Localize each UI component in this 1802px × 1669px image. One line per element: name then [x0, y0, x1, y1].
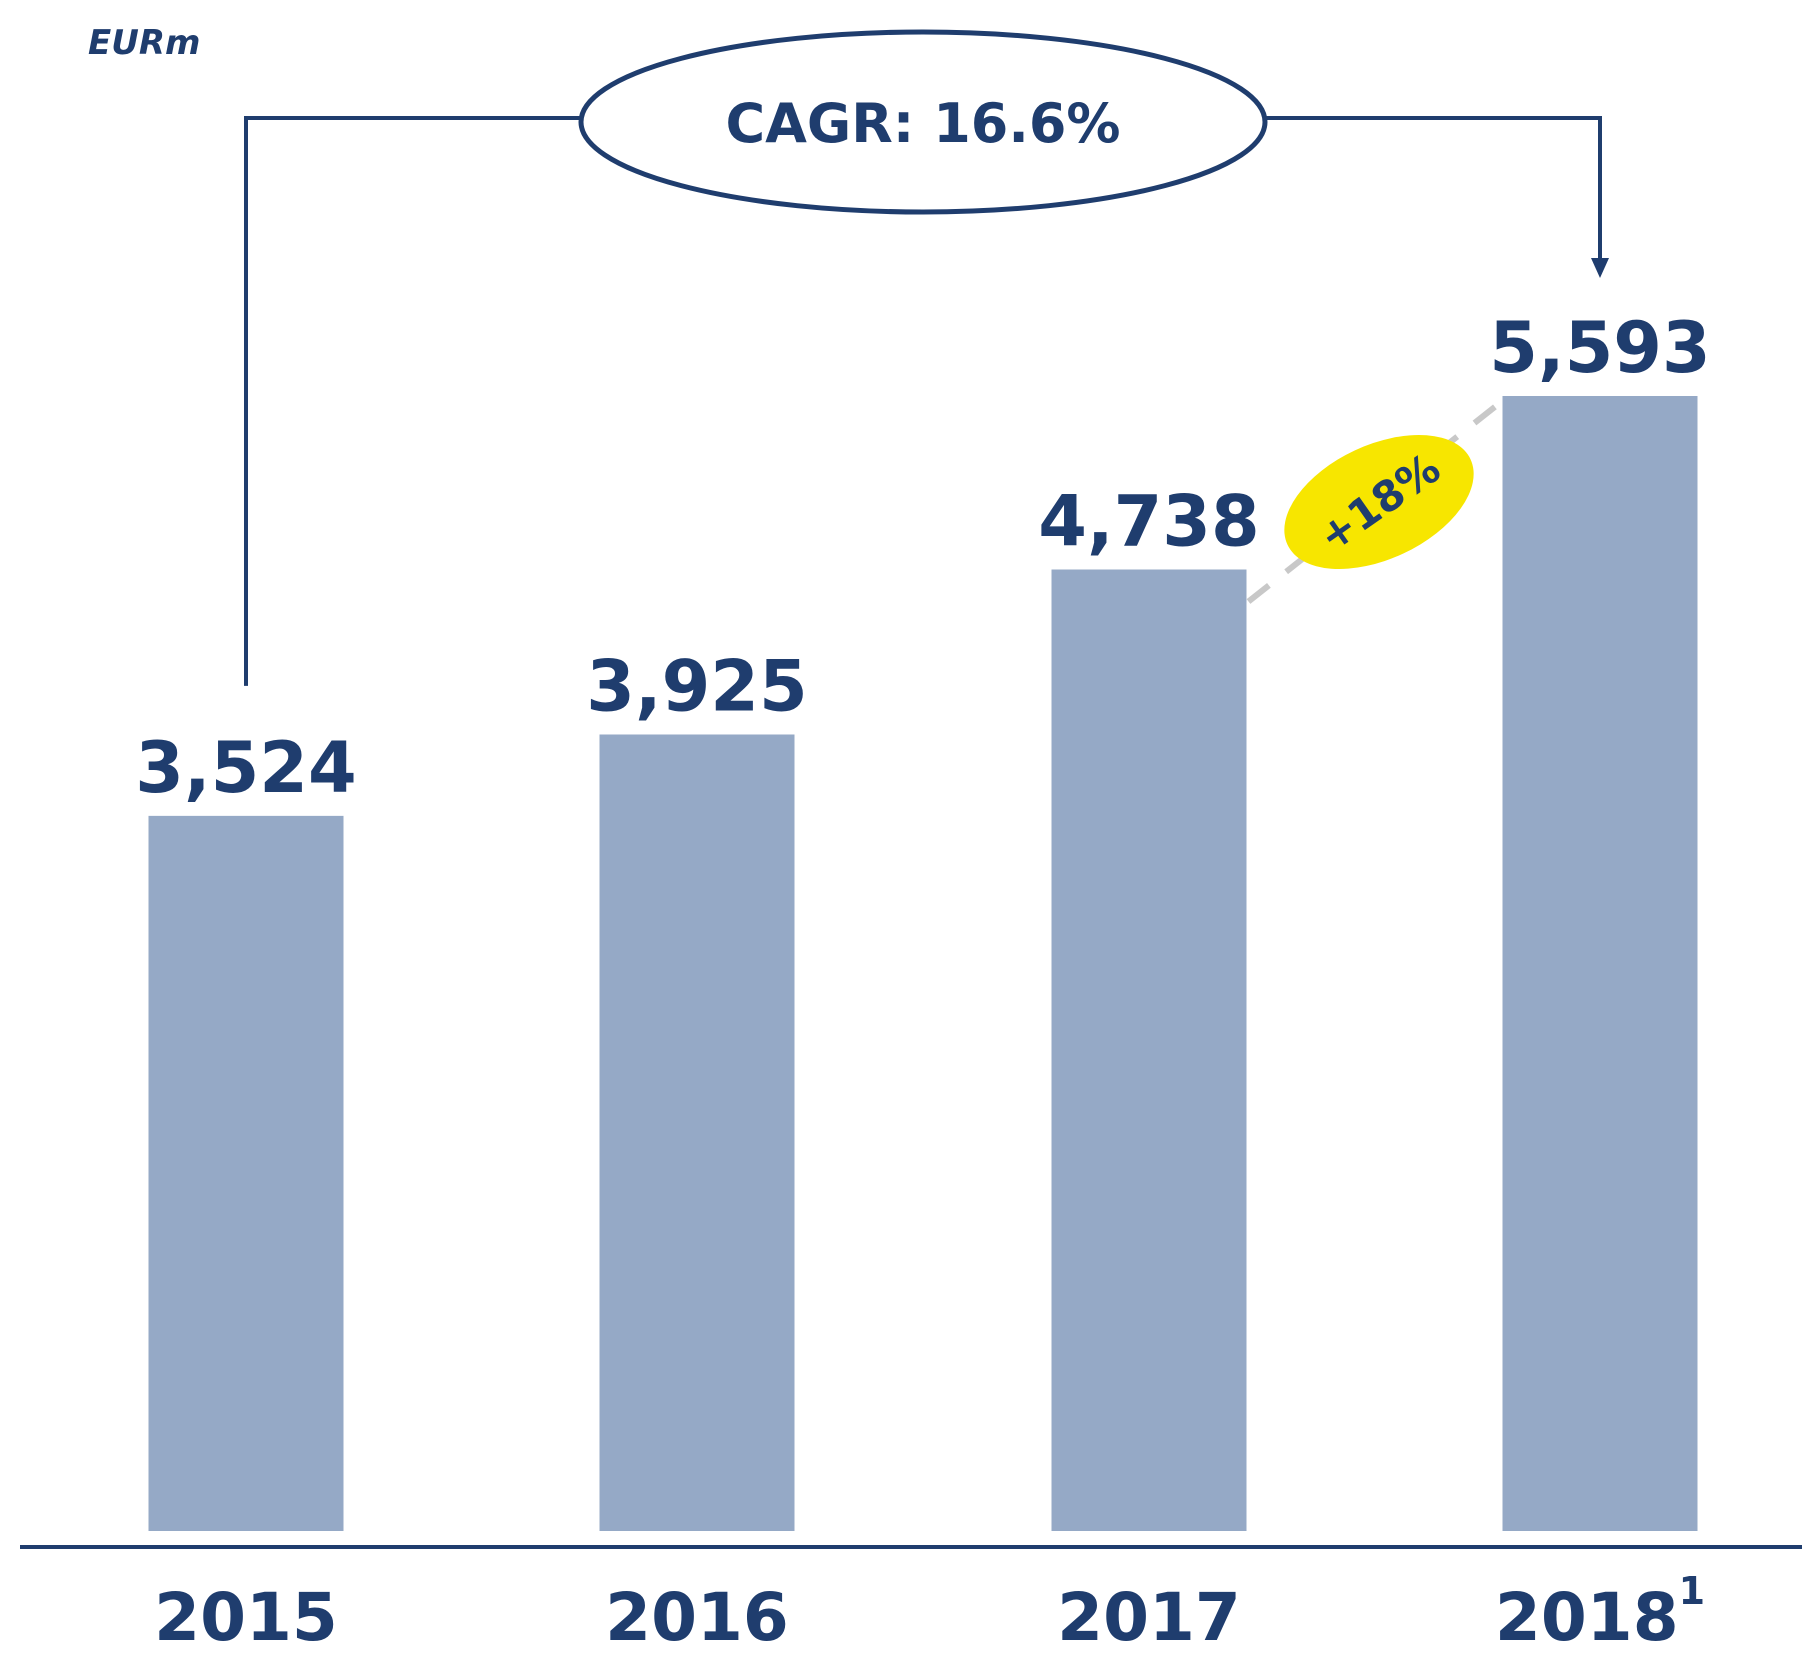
bar [599, 734, 795, 1531]
x-tick-label: 2017 [1057, 1579, 1241, 1656]
category: 2017 [1057, 1579, 1241, 1656]
category: 2018 [1495, 1579, 1679, 1656]
x-tick-label: 2015 [154, 1579, 338, 1656]
x-tick-label: 20181 [1495, 1569, 1705, 1656]
value-label: 3,925 [586, 645, 807, 727]
category: 2015 [154, 1579, 338, 1656]
cagr-label: CAGR: 16.6% [725, 92, 1120, 155]
bar [148, 815, 344, 1531]
bar [1051, 569, 1247, 1531]
cagr-arrowhead [1591, 258, 1609, 278]
cagr-bracket [244, 116, 1602, 686]
unit-label: EURm [88, 23, 200, 63]
category: 2016 [605, 1579, 789, 1656]
x-tick-label: 2016 [605, 1579, 789, 1656]
growth-bubble [1284, 434, 1474, 570]
bar [1502, 396, 1698, 1531]
footnote-mark: 1 [1679, 1569, 1705, 1613]
value-label: 3,524 [135, 727, 356, 809]
value-label: 5,593 [1489, 307, 1710, 389]
value-label: 4,738 [1038, 481, 1259, 563]
cagr-bubble [578, 29, 1268, 215]
